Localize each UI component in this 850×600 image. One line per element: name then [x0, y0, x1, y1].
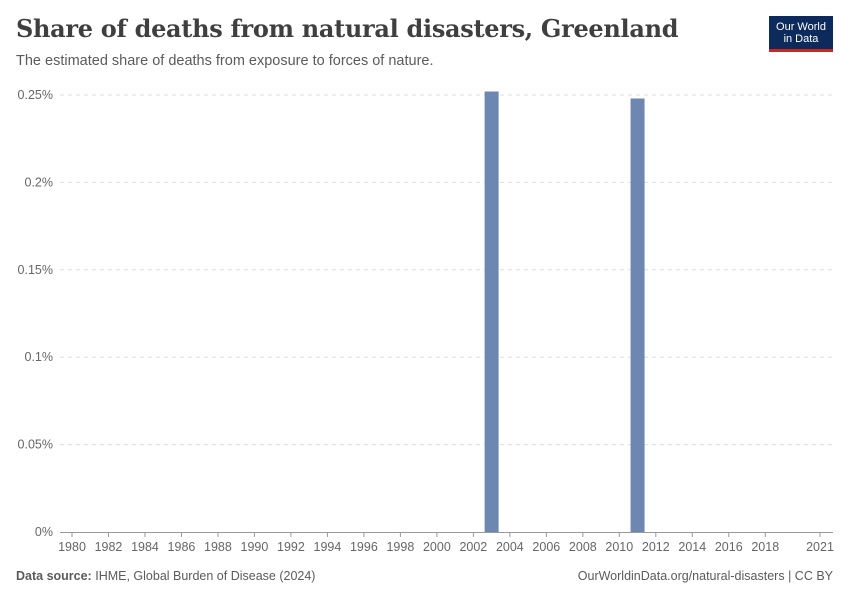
x-tick-label: 2004: [496, 540, 524, 554]
x-tick-label: 2018: [751, 540, 779, 554]
x-tick-label: 2014: [678, 540, 706, 554]
grid-lines: [60, 94, 833, 446]
owid-logo[interactable]: Our World in Data: [769, 16, 833, 52]
bar-2003[interactable]: [484, 91, 499, 532]
x-tick-label: 2008: [569, 540, 597, 554]
x-tick-label: 1982: [95, 540, 123, 554]
footer-right: OurWorldinData.org/natural-disasters | C…: [578, 569, 833, 583]
footer-separator: |: [788, 569, 792, 583]
x-tick-label: 1980: [58, 540, 86, 554]
source-url-link[interactable]: OurWorldinData.org/natural-disasters: [577, 569, 785, 583]
bar-2011[interactable]: [630, 98, 645, 532]
x-tick-label: 2002: [459, 540, 487, 554]
x-tick-label: 2006: [532, 540, 560, 554]
y-tick-label: 0.2%: [25, 175, 54, 189]
x-tick-label: 1994: [314, 540, 342, 554]
data-source: Data source: IHME, Global Burden of Dise…: [16, 569, 315, 583]
license-link[interactable]: CC BY: [794, 569, 833, 583]
x-tick-label: 2016: [715, 540, 743, 554]
x-tick-label: 1992: [277, 540, 305, 554]
x-tick-label: 1998: [386, 540, 414, 554]
x-tick-label: 2010: [605, 540, 633, 554]
y-tick-label: 0%: [35, 525, 53, 539]
x-tick-label: 2000: [423, 540, 451, 554]
data-source-text: IHME, Global Burden of Disease (2024): [95, 569, 316, 583]
logo-line-2: in Data: [783, 33, 819, 45]
x-tick-label: 1996: [350, 540, 378, 554]
x-tick-label: 1988: [204, 540, 232, 554]
y-tick-label: 0.25%: [18, 88, 53, 102]
y-tick-label: 0.15%: [18, 263, 53, 277]
x-axis-ticks: 1980 1982 1984 1986 1988 1990 1992 1994 1996 1998…: [58, 532, 834, 554]
y-axis-ticks: 0% 0.05% 0.1% 0.15% 0.2% 0.25%: [18, 88, 53, 539]
y-tick-label: 0.05%: [18, 438, 53, 452]
logo-line-1: Our World: [776, 21, 826, 33]
bars: [484, 91, 645, 532]
data-source-label: Data source:: [16, 569, 92, 583]
chart-subtitle: The estimated share of deaths from expos…: [16, 53, 434, 69]
y-tick-label: 0.1%: [25, 350, 54, 364]
x-tick-label: 1984: [131, 540, 159, 554]
x-tick-label: 2021: [806, 540, 834, 554]
x-tick-label: 1990: [241, 540, 269, 554]
x-tick-label: 1986: [168, 540, 196, 554]
x-tick-label: 2012: [642, 540, 670, 554]
chart-title: Share of deaths from natural disasters, …: [16, 14, 679, 43]
